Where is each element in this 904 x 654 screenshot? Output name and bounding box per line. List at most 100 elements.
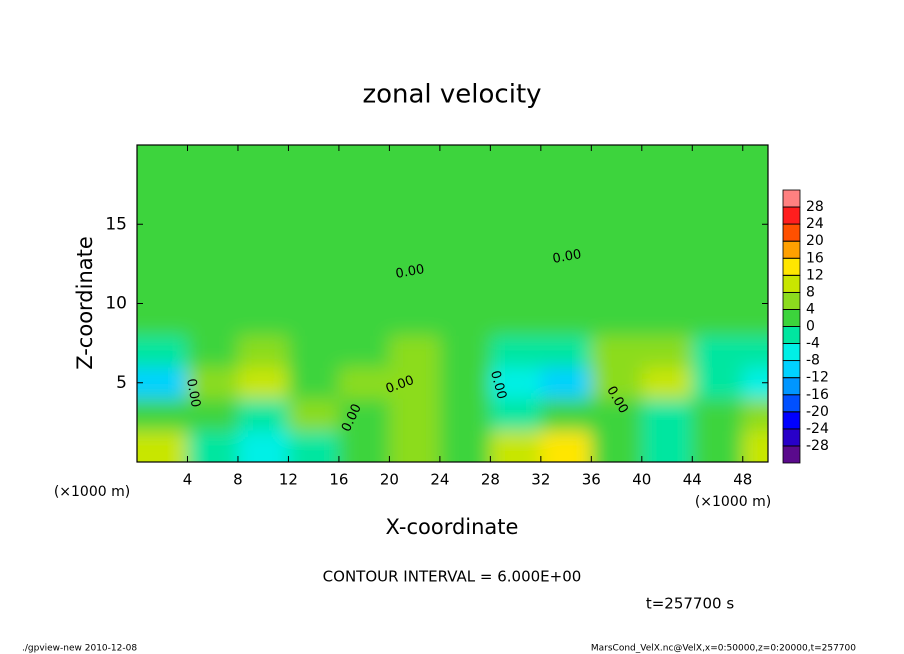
field-cell — [591, 366, 643, 400]
field-cell — [692, 303, 744, 336]
colorbar-box — [782, 326, 801, 344]
field-cell — [237, 335, 289, 368]
field-cell — [692, 240, 744, 273]
field-cell — [742, 271, 768, 304]
colorbar-tick-label: 0 — [806, 319, 815, 335]
field-cell — [591, 398, 643, 431]
colorbar-tick-label: 20 — [806, 233, 824, 249]
field-cell — [692, 335, 744, 368]
colorbar-box — [782, 223, 801, 242]
field-cell — [137, 398, 188, 431]
field-cell — [288, 240, 340, 273]
x-tick-label: 16 — [329, 471, 348, 489]
x-tick-label: 20 — [380, 471, 399, 489]
field-cell — [439, 398, 491, 431]
field-cell — [187, 335, 239, 368]
field-cell — [591, 430, 643, 462]
field-cell — [591, 303, 643, 336]
colorbar-tick-label: 24 — [806, 216, 824, 232]
field-cell — [540, 240, 592, 273]
contour-label: 0.00 — [487, 369, 509, 401]
field-cell — [540, 176, 592, 209]
x-tick-label: 4 — [183, 471, 193, 489]
x-tick-label: 40 — [632, 471, 651, 489]
field-cell — [490, 240, 542, 273]
x-tick-label: 8 — [233, 471, 243, 489]
field-cell — [540, 335, 592, 368]
field-cell — [137, 208, 188, 241]
colorbar-box — [782, 377, 801, 396]
colorbar-tick-label: -28 — [806, 438, 829, 454]
colorbar-tick-label: 28 — [806, 199, 824, 215]
field-cell — [641, 430, 693, 462]
colorbar-tick-label: 16 — [806, 250, 824, 266]
field-cell — [490, 430, 542, 462]
field-cell — [288, 145, 340, 178]
field-cell — [137, 335, 188, 368]
field-cell — [692, 271, 744, 304]
field-cell — [389, 366, 441, 400]
y-tick-label: 10 — [105, 294, 127, 314]
field-cell — [237, 271, 289, 304]
field-cell — [540, 271, 592, 304]
field-cell — [237, 366, 289, 400]
field-cell — [490, 335, 542, 368]
field-cell — [490, 271, 542, 304]
field-cell — [288, 430, 340, 462]
field-cell — [742, 176, 768, 209]
field-cell — [389, 208, 441, 241]
field-cell — [692, 430, 744, 462]
field-cell — [641, 176, 693, 209]
field-cell — [641, 335, 693, 368]
field-cell — [237, 398, 289, 431]
x-tick-label: 48 — [733, 471, 752, 489]
x-unit: (×1000 m) — [54, 484, 130, 500]
field-cell — [439, 176, 491, 209]
field-cell — [490, 176, 542, 209]
field-cell — [338, 240, 390, 273]
field-cell — [439, 303, 491, 336]
colorbar-box — [782, 394, 801, 413]
field-cell — [137, 366, 188, 400]
field-cell — [692, 366, 744, 400]
field-cell — [742, 398, 768, 431]
field-cell — [490, 145, 542, 178]
field — [137, 145, 768, 462]
field-cell — [742, 240, 768, 273]
contour-label: 0.00 — [551, 247, 582, 267]
field-cell — [641, 271, 693, 304]
field-cell — [439, 208, 491, 241]
field-cell — [692, 398, 744, 431]
field-cell — [591, 240, 643, 273]
colorbar-tick-label: -24 — [806, 421, 829, 437]
x-tick-label: 36 — [582, 471, 601, 489]
colorbar-box — [782, 309, 801, 327]
field-cell — [591, 271, 643, 304]
field-cell — [490, 208, 542, 241]
field-cell — [237, 145, 289, 178]
field-cell — [641, 303, 693, 336]
field-cell — [540, 430, 592, 462]
contour-label: 0.00 — [394, 262, 425, 282]
field-cell — [288, 335, 340, 368]
x-tick-label: 28 — [481, 471, 500, 489]
field-cell — [591, 176, 643, 209]
field-cell — [641, 240, 693, 273]
colorbar-box — [782, 274, 801, 293]
chart-title: zonal velocity — [362, 80, 541, 110]
field-cell — [389, 176, 441, 209]
field-cell — [187, 398, 239, 431]
field-cell — [540, 145, 592, 178]
field-cell — [338, 335, 390, 368]
field-cell — [540, 303, 592, 336]
colorbar-box — [782, 240, 801, 259]
field-cell — [439, 335, 491, 368]
field-cell — [137, 240, 188, 273]
field-cell — [187, 366, 239, 400]
field-cell — [237, 176, 289, 209]
field-cell — [439, 430, 491, 462]
contour-label: 0.00 — [183, 377, 203, 408]
field-cell — [439, 145, 491, 178]
field-cell — [641, 366, 693, 400]
x-axis-label: X-coordinate — [386, 515, 519, 539]
